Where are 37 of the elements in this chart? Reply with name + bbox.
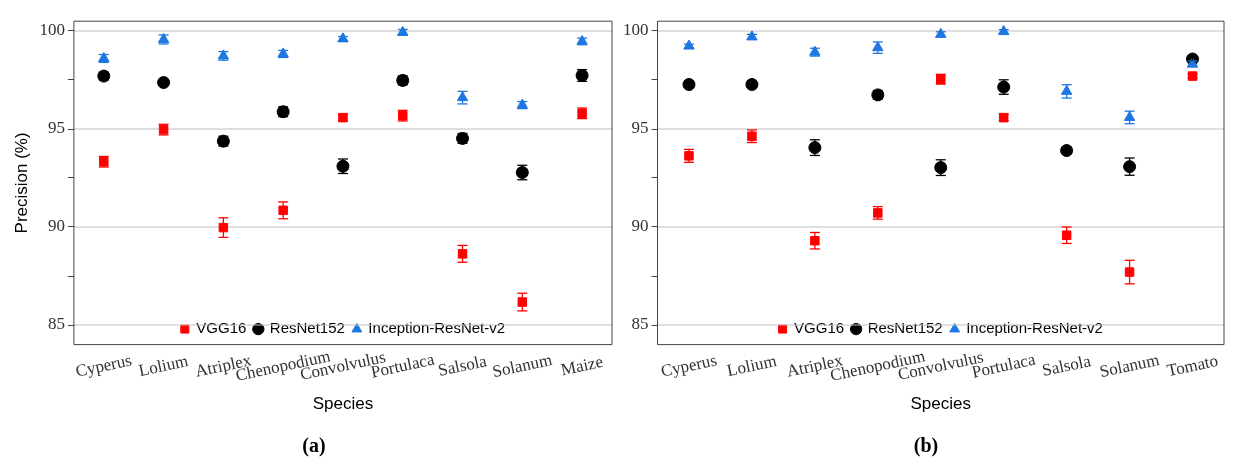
- x-tick-label: Salsola: [1040, 351, 1093, 380]
- point: [218, 222, 229, 233]
- x-axis-title: Species: [910, 394, 971, 414]
- x-tick-label: Cyperus: [659, 350, 719, 381]
- y-tick-label: 100: [623, 20, 649, 40]
- point: [278, 205, 288, 216]
- y-tick-label: 95: [47, 118, 65, 138]
- x-tick-label: Solanum: [1097, 350, 1161, 382]
- x-tick-label: Maize: [559, 351, 605, 380]
- legend-label: VGG16: [196, 319, 247, 337]
- point: [810, 235, 820, 246]
- y-tick-label: 90: [47, 216, 65, 236]
- point: [517, 297, 528, 307]
- y-tick-label: 90: [631, 216, 649, 236]
- y-tick-label: 85: [631, 314, 649, 334]
- x-tick-label: Lolium: [136, 351, 190, 381]
- x-tick-label: Salsola: [436, 351, 489, 380]
- x-tick-label: Lolium: [725, 351, 779, 381]
- y-tick-label: 85: [47, 314, 65, 334]
- text: (b): [912, 434, 940, 457]
- point: [1124, 267, 1135, 277]
- x-tick-label: Tomato: [1165, 350, 1220, 381]
- x-tick-label: Solanum: [490, 350, 554, 382]
- x-axis-title: Species: [312, 394, 374, 414]
- y-tick-label: 95: [631, 118, 649, 138]
- point: [1060, 84, 1073, 95]
- y-tick-label: 100: [39, 20, 65, 40]
- legend-label: VGG16: [794, 319, 845, 337]
- y-axis-title: Precision (%): [11, 132, 31, 234]
- text: (a): [301, 434, 327, 457]
- point: [1061, 230, 1072, 240]
- point: [457, 249, 468, 259]
- legend-label: Inception-ResNet-v2: [368, 319, 506, 337]
- x-tick-label: Cyperus: [73, 350, 134, 381]
- legend-label: ResNet152: [269, 319, 345, 337]
- legend-label: Inception-ResNet-v2: [966, 319, 1103, 337]
- legend-label: ResNet152: [867, 319, 943, 337]
